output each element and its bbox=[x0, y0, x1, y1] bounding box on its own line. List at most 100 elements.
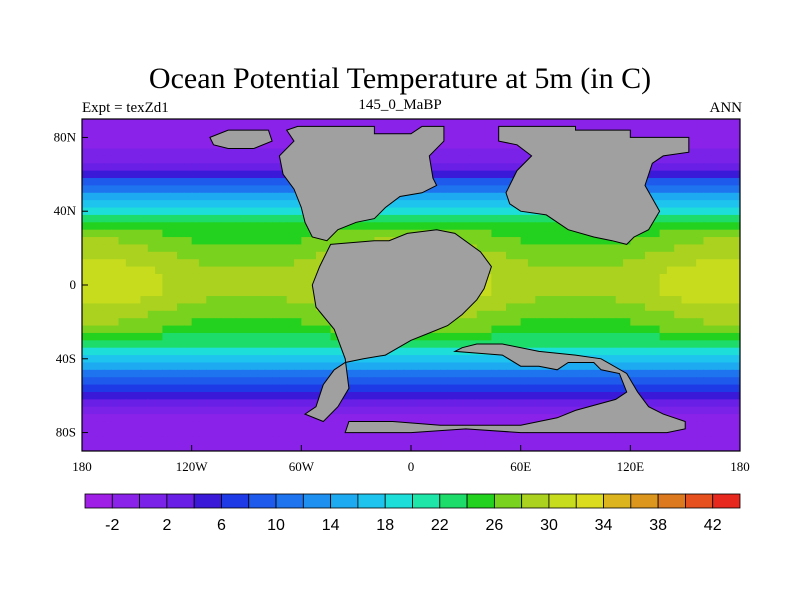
ocean-cell bbox=[213, 237, 222, 246]
ocean-cell bbox=[235, 192, 244, 201]
ocean-cell bbox=[89, 428, 98, 437]
ocean-cell bbox=[718, 273, 726, 282]
ocean-cell bbox=[184, 266, 193, 275]
ocean-cell bbox=[659, 362, 668, 371]
ocean-cell bbox=[323, 436, 332, 445]
ocean-cell bbox=[652, 399, 661, 408]
ocean-cell bbox=[213, 229, 222, 238]
ocean-cell bbox=[89, 414, 98, 423]
ocean-cell bbox=[666, 399, 675, 408]
ocean-cell bbox=[579, 281, 588, 290]
ocean-cell bbox=[206, 200, 215, 209]
ocean-cell bbox=[125, 155, 134, 164]
ocean-cell bbox=[666, 443, 675, 451]
ocean-cell bbox=[228, 310, 237, 319]
ocean-cell bbox=[315, 347, 324, 356]
colorbar-label: 10 bbox=[267, 517, 285, 534]
ocean-cell bbox=[688, 163, 697, 172]
ocean-cell bbox=[198, 207, 207, 216]
ocean-cell bbox=[418, 340, 427, 349]
ocean-cell bbox=[418, 355, 427, 364]
ocean-cell bbox=[272, 414, 280, 423]
ocean-cell bbox=[659, 325, 668, 334]
ocean-cell bbox=[447, 414, 456, 423]
ocean-cell bbox=[615, 288, 624, 297]
ocean-cell bbox=[279, 244, 288, 253]
ocean-cell bbox=[235, 163, 244, 172]
ocean-cell bbox=[447, 192, 456, 201]
ocean-cell bbox=[440, 399, 449, 408]
ocean-cell bbox=[527, 340, 536, 349]
ocean-cell bbox=[250, 185, 259, 194]
ocean-cell bbox=[242, 288, 251, 297]
ocean-cell bbox=[710, 391, 719, 400]
ocean-cell bbox=[389, 207, 397, 216]
ocean-cell bbox=[279, 207, 288, 216]
ocean-cell bbox=[140, 119, 149, 127]
ocean-cell bbox=[440, 207, 449, 216]
ocean-cell bbox=[191, 436, 200, 445]
ocean-cell bbox=[133, 310, 142, 319]
ocean-cell bbox=[103, 207, 112, 216]
ocean-cell bbox=[315, 332, 324, 341]
ocean-cell bbox=[111, 119, 120, 127]
ocean-cell bbox=[133, 384, 142, 393]
ocean-cell bbox=[184, 133, 193, 142]
ocean-cell bbox=[294, 310, 302, 319]
ocean-cell bbox=[118, 281, 127, 290]
ocean-cell bbox=[476, 192, 485, 201]
ocean-cell bbox=[674, 178, 683, 186]
ocean-cell bbox=[608, 340, 617, 349]
ocean-cell bbox=[732, 222, 740, 231]
ocean-cell bbox=[184, 214, 193, 223]
ocean-cell bbox=[732, 155, 740, 164]
ocean-cell bbox=[718, 119, 726, 127]
ocean-cell bbox=[615, 273, 624, 282]
ocean-cell bbox=[381, 384, 390, 393]
ocean-cell bbox=[732, 244, 740, 253]
ocean-cell bbox=[103, 288, 112, 297]
ocean-cell bbox=[513, 362, 522, 371]
ocean-cell bbox=[155, 443, 164, 451]
ocean-cell bbox=[571, 237, 580, 246]
ocean-cell bbox=[118, 347, 127, 356]
ocean-cell bbox=[279, 222, 288, 231]
ocean-cell bbox=[557, 340, 566, 349]
ocean-cell bbox=[308, 266, 317, 275]
ocean-cell bbox=[652, 266, 661, 275]
ocean-cell bbox=[542, 273, 551, 282]
ocean-cell bbox=[198, 310, 207, 319]
ocean-cell bbox=[418, 369, 427, 378]
ocean-cell bbox=[257, 399, 266, 408]
ocean-cell bbox=[432, 178, 441, 186]
ocean-cell bbox=[703, 281, 712, 290]
ocean-cell bbox=[571, 251, 580, 260]
ocean-cell bbox=[140, 200, 149, 209]
ocean-cell bbox=[198, 443, 207, 451]
ocean-cell bbox=[652, 273, 661, 282]
ocean-cell bbox=[96, 200, 105, 209]
ocean-cell bbox=[96, 288, 105, 297]
ocean-cell bbox=[681, 214, 690, 223]
ocean-cell bbox=[345, 237, 354, 246]
ocean-cell bbox=[301, 281, 310, 290]
ocean-cell bbox=[308, 244, 317, 253]
ocean-cell bbox=[191, 281, 200, 290]
ocean-cell bbox=[257, 355, 266, 364]
ocean-cell bbox=[257, 185, 266, 194]
ocean-cell bbox=[257, 259, 266, 268]
ocean-cell bbox=[498, 273, 507, 282]
ocean-cell bbox=[250, 296, 259, 305]
ocean-cell bbox=[250, 318, 259, 327]
ocean-cell bbox=[89, 377, 98, 386]
ocean-cell bbox=[228, 303, 237, 312]
ocean-cell bbox=[198, 148, 207, 157]
ocean-cell bbox=[264, 237, 273, 246]
ocean-cell bbox=[710, 288, 719, 297]
ocean-cell bbox=[703, 251, 712, 260]
ocean-cell bbox=[696, 391, 705, 400]
ocean-cell bbox=[323, 355, 332, 364]
ocean-cell bbox=[103, 325, 112, 334]
ocean-cell bbox=[257, 369, 266, 378]
ocean-cell bbox=[491, 244, 500, 253]
